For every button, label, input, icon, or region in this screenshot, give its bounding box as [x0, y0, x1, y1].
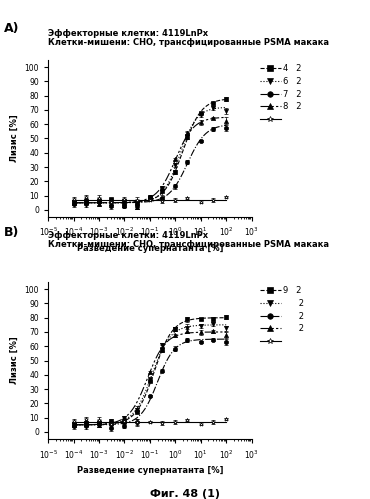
X-axis label: Разведение супернатанта [%]: Разведение супернатанта [%]: [77, 244, 223, 253]
Legend: 9   2,       2,       2,       2, : 9 2, 2, 2, 2,: [260, 286, 304, 346]
Legend: 4   2, 6   2, 7   2, 8   2, : 4 2, 6 2, 7 2, 8 2,: [260, 64, 302, 124]
Text: B): B): [4, 226, 19, 239]
Text: Клетки-мишени: CHO, трансфицированные PSMA макака: Клетки-мишени: CHO, трансфицированные PS…: [48, 38, 329, 47]
Text: Клетки-мишени: CHO, трансфицированные PSMA макака: Клетки-мишени: CHO, трансфицированные PS…: [48, 240, 329, 249]
Text: Эффекторные клетки: 4119LnPx: Эффекторные клетки: 4119LnPx: [48, 231, 208, 240]
Text: A): A): [4, 22, 19, 35]
Y-axis label: Лизис [%]: Лизис [%]: [10, 337, 19, 384]
Text: Эффекторные клетки: 4119LnPx: Эффекторные клетки: 4119LnPx: [48, 29, 208, 38]
Text: Фиг. 48 (1): Фиг. 48 (1): [150, 489, 220, 499]
X-axis label: Разведение супернатанта [%]: Разведение супернатанта [%]: [77, 466, 223, 475]
Y-axis label: Лизис [%]: Лизис [%]: [10, 115, 19, 162]
